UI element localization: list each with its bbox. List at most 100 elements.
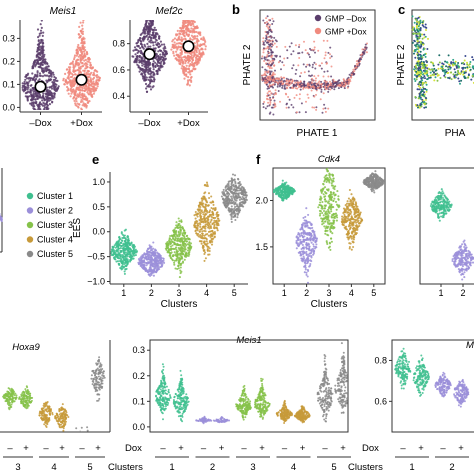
panel-a-ameis-dot (21, 82, 24, 85)
panel-e-c4-dot (198, 208, 202, 211)
panel-b-dot (311, 66, 314, 69)
panel-a-ameis-dot (70, 92, 73, 95)
panel-a-ameis-dot (74, 103, 77, 106)
panel-e-c2-dot (162, 257, 165, 260)
panel-c-dot (419, 50, 422, 53)
panel-e-c1-dot (123, 270, 126, 273)
panel-e-c4-dot (204, 191, 207, 194)
panel-a-ameis-dot (83, 69, 86, 72)
panel-c-dot (419, 84, 422, 86)
panel-e-c4-dot (201, 204, 204, 207)
panel-a-ameis-dot (48, 103, 52, 106)
panel-e-c1-dot (119, 251, 122, 254)
panel-a-ameis-dot (40, 103, 43, 106)
panel-c-dot (419, 86, 422, 89)
panel-b-dot (352, 73, 355, 76)
panel-a-ameis-dot (38, 78, 41, 81)
panel-a-amef-dot (147, 83, 150, 87)
panel-e-c3-dot (180, 220, 183, 223)
panel-a-ameis-dot (29, 84, 32, 87)
panel-c-dot (457, 62, 460, 64)
panel-a-amef-dot (176, 46, 179, 50)
panel-b-dot (268, 80, 271, 83)
panel-c-dot (420, 105, 423, 108)
panel-b-dot (350, 73, 353, 76)
panel-a-ameis-dot (82, 20, 85, 22)
legend-b-label-1: GMP +Dox (325, 27, 367, 37)
panel-b-dot (266, 59, 269, 61)
panel-a-ameis-dot (24, 92, 27, 95)
panel-a-ameis-dot (79, 61, 82, 64)
panel-c-dot (412, 32, 415, 35)
panel-e-c2-dot (161, 261, 164, 264)
panel-a-amef-dot (194, 27, 197, 30)
panel-c-dot (452, 64, 454, 67)
ameis-median-marker-0 (34, 80, 47, 93)
panel-b-dot (290, 86, 293, 89)
panel-b-dot (288, 80, 291, 83)
panel-a-ameis-dot (87, 82, 90, 85)
panel-b-dot (315, 63, 317, 66)
panel-a-amef-dot (190, 80, 193, 83)
panel-c-dot (414, 44, 417, 47)
panel-e-c3-dot (185, 252, 188, 255)
panel-b-dot (270, 45, 273, 48)
panel-e-c2-dot (146, 270, 149, 273)
panel-c-dot (453, 68, 456, 71)
panel-e-c3-dot (180, 256, 183, 259)
panel-a-amef-dot (177, 53, 180, 57)
panel-a-ameis-dot (79, 48, 82, 51)
panel-a-amef-dot (158, 37, 161, 40)
panel-b-dot (339, 83, 342, 86)
panel-c-dot (413, 78, 416, 80)
panel-c-dot (460, 79, 463, 82)
panel-a-ameis-dot (39, 57, 43, 61)
panel-b-dot (294, 81, 297, 84)
panel-a-ameis-dot (27, 84, 30, 87)
panel-a-amef-dot (153, 28, 156, 32)
panel-e-c1-dot (119, 255, 122, 258)
panel-b-dot (357, 61, 360, 64)
panel-a-ameis-dot (74, 91, 77, 94)
legend-b-marker-1 (314, 27, 322, 35)
panel-a-ameis-dot (78, 88, 81, 91)
panel-b-dot (311, 74, 313, 77)
panel-a-ameis-dot (38, 34, 41, 37)
amef-xtick-label-1: +Dox (177, 118, 200, 129)
panel-b-dot (305, 100, 307, 103)
panel-e-c1-dot (117, 250, 120, 254)
panel-e-c4-dot (198, 218, 201, 222)
panel-e-c1-dot (128, 251, 131, 254)
panel-c-dot (424, 102, 427, 105)
panel-b-dot (260, 57, 263, 60)
panel-b-dot (283, 76, 286, 79)
panel-a-ameis-dot (41, 42, 44, 45)
panel-b-dot (297, 64, 300, 67)
panel-b-dot (280, 80, 283, 83)
panel-a-amef-dot (150, 37, 153, 40)
panel-c-letter: c (398, 2, 405, 17)
panel-e-c3-dot (171, 240, 174, 243)
panel-a-amef-dot (152, 44, 155, 47)
panel-b-dot (361, 54, 364, 57)
panel-b-dot (269, 66, 271, 68)
panel-b-dot (270, 92, 273, 95)
panel-b-dot (322, 107, 325, 110)
panel-b-dot (329, 88, 332, 91)
panel-b-dot (266, 105, 269, 108)
panel-a-amef-dot (149, 73, 152, 76)
panel-b-dot (270, 64, 273, 67)
panel-c-dot (413, 52, 415, 55)
panel-b-dot (271, 54, 274, 57)
panel-e-c4-dot (211, 207, 215, 210)
panel-e-c2-dot (142, 256, 145, 259)
panel-e-c3-dot (187, 252, 190, 255)
panel-a-amef-dot (181, 21, 185, 24)
panel-c-dot (422, 73, 424, 76)
panel-e-c3-dot (188, 251, 191, 254)
panel-b-dot (270, 70, 273, 73)
panel-c-dot (424, 53, 427, 56)
panel-a-amef-dot (153, 78, 156, 81)
panel-c-dot (425, 90, 428, 93)
panel-e-c3-dot (177, 252, 180, 256)
